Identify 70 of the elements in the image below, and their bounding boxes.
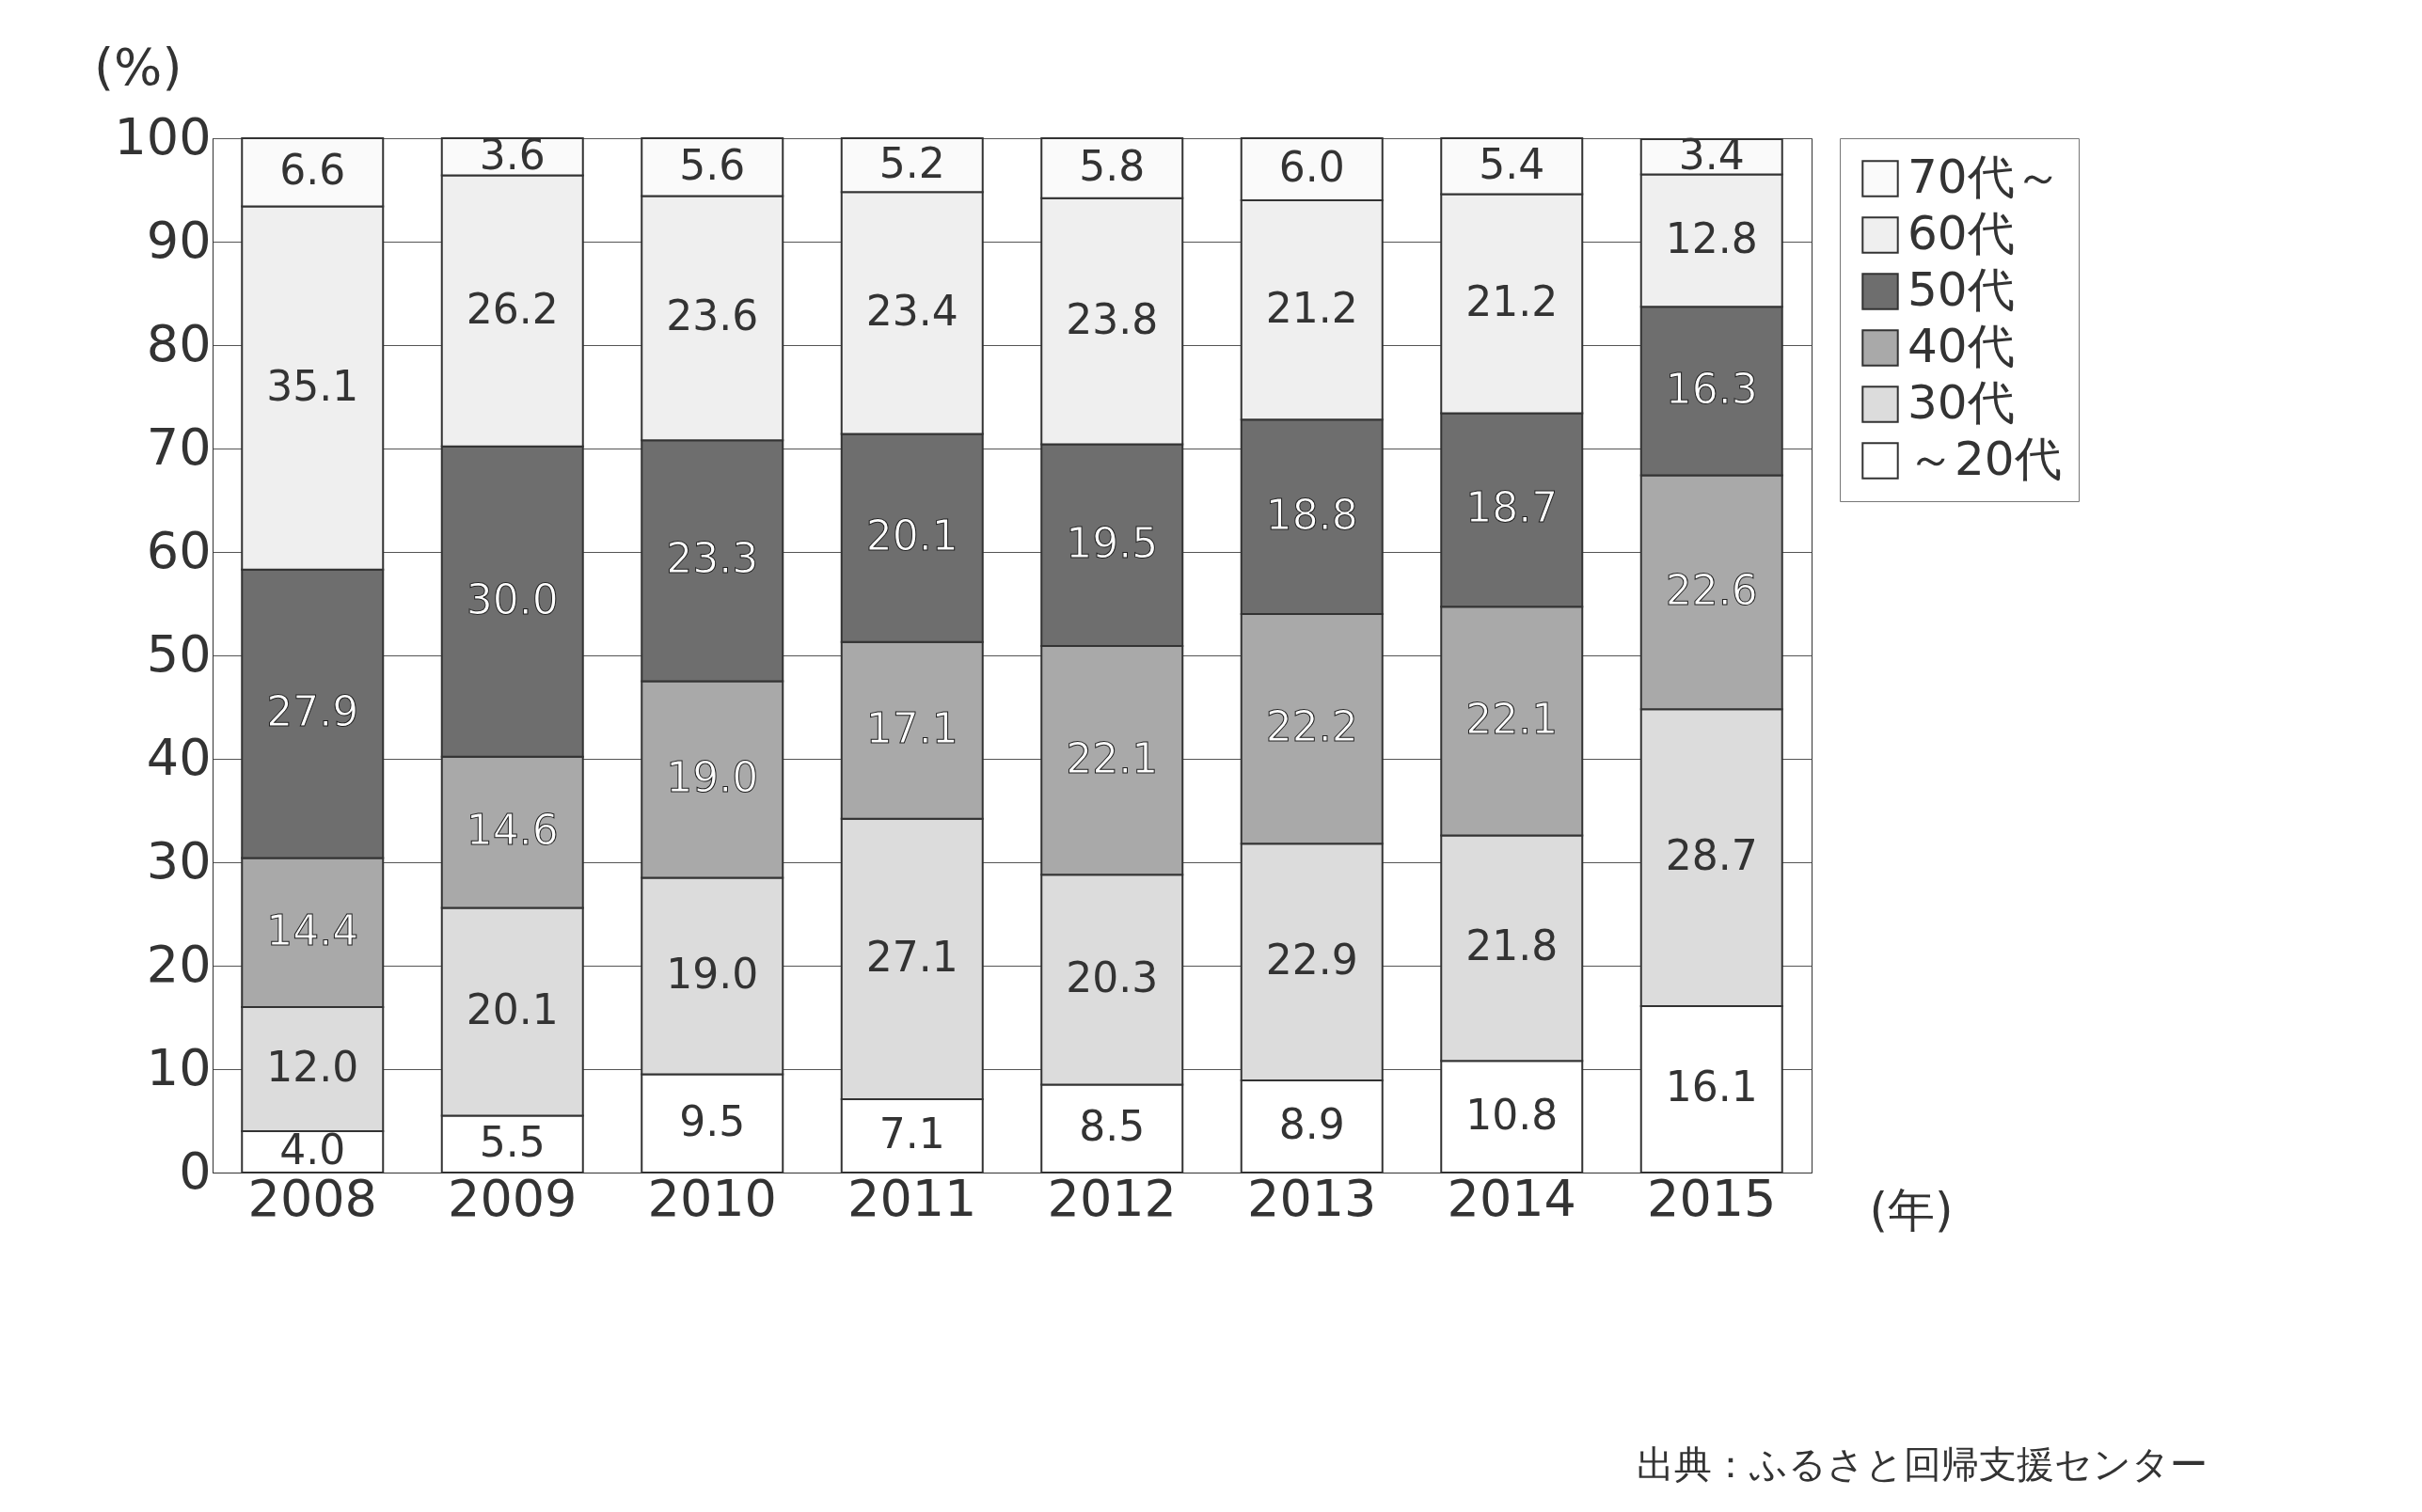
data-label: 20.1	[865, 512, 958, 560]
y-tick-label: 30	[146, 830, 212, 890]
x-tick-label: 2012	[1047, 1168, 1177, 1228]
data-label: 23.4	[865, 286, 958, 335]
data-label: 5.4	[1479, 139, 1545, 188]
data-label: 3.6	[479, 130, 546, 179]
data-label: 19.0	[666, 950, 759, 998]
x-tick-label: 2014	[1447, 1168, 1576, 1228]
data-label: 12.0	[266, 1043, 359, 1091]
data-label: 21.2	[1265, 283, 1358, 332]
y-tick-label: 0	[179, 1141, 212, 1201]
y-tick-label: 40	[146, 727, 212, 787]
data-label: 8.5	[1079, 1102, 1146, 1151]
data-label: 10.8	[1465, 1090, 1559, 1139]
y-axis-title: (%)	[94, 38, 182, 97]
y-tick-label: 80	[146, 313, 212, 373]
data-label: 19.5	[1066, 518, 1159, 567]
x-axis-title: (年)	[1869, 1182, 1954, 1237]
data-label: 23.8	[1066, 294, 1159, 343]
data-label: 30.0	[466, 575, 559, 623]
data-label: 7.1	[879, 1109, 945, 1158]
data-label: 23.6	[666, 291, 759, 340]
data-label: 26.2	[466, 284, 559, 333]
data-label: 21.2	[1465, 277, 1559, 325]
x-tick-label: 2011	[847, 1168, 977, 1228]
legend-label: 60代	[1908, 206, 2015, 260]
data-label: 9.5	[679, 1096, 746, 1145]
data-label: 14.4	[266, 906, 359, 954]
legend-label: 30代	[1908, 375, 2015, 430]
data-label: 17.1	[865, 703, 958, 752]
legend-label: 40代	[1908, 319, 2015, 373]
data-label: 14.6	[466, 806, 559, 855]
data-label: 28.7	[1665, 831, 1758, 880]
data-label: 22.9	[1265, 936, 1358, 984]
data-label: 5.8	[1079, 141, 1146, 190]
x-tick-label: 2015	[1647, 1168, 1777, 1228]
y-tick-label: 50	[146, 623, 212, 684]
data-label: 5.2	[879, 138, 945, 187]
x-tick-label: 2013	[1247, 1168, 1377, 1228]
legend-label: ～20代	[1908, 432, 2062, 486]
y-tick-label: 100	[114, 106, 212, 166]
data-label: 5.6	[679, 140, 746, 189]
data-label: 18.7	[1465, 483, 1559, 532]
legend-label: 50代	[1908, 262, 2015, 317]
data-label: 27.1	[865, 932, 958, 981]
source-note: 出典：ふるさと回帰支援センター	[1637, 1441, 2208, 1488]
y-tick-label: 70	[146, 417, 212, 477]
data-label: 22.6	[1665, 565, 1758, 614]
data-label: 20.1	[466, 984, 559, 1033]
data-label: 6.6	[279, 146, 346, 195]
data-label: 8.9	[1278, 1100, 1345, 1149]
y-tick-label: 90	[146, 210, 212, 270]
data-label: 21.8	[1465, 921, 1559, 970]
data-label: 6.0	[1278, 143, 1345, 191]
data-label: 18.8	[1265, 490, 1358, 539]
legend-label: 70代～	[1908, 150, 2062, 204]
data-label: 5.5	[479, 1117, 546, 1166]
data-label: 22.2	[1265, 702, 1358, 751]
data-label: 20.3	[1066, 953, 1159, 1001]
data-label: 12.8	[1665, 213, 1758, 262]
y-tick-label: 20	[146, 934, 212, 994]
x-tick-label: 2009	[448, 1168, 578, 1228]
y-tick-label: 60	[146, 520, 212, 580]
data-label: 27.9	[266, 687, 359, 736]
y-tick-label: 10	[146, 1037, 212, 1097]
data-label: 23.3	[666, 534, 759, 583]
data-label: 16.3	[1665, 364, 1758, 413]
data-label: 16.1	[1665, 1063, 1758, 1111]
data-label: 35.1	[266, 361, 359, 410]
x-tick-label: 2010	[647, 1168, 777, 1228]
